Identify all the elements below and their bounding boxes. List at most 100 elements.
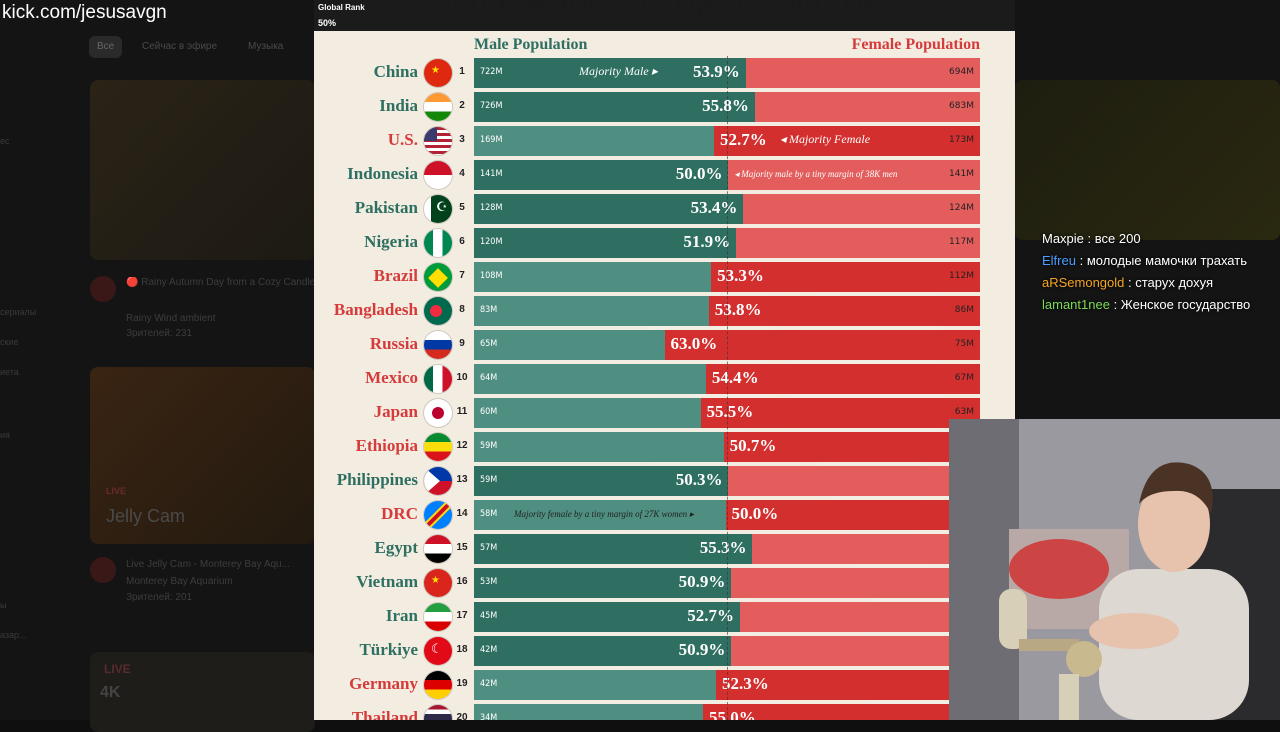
rank-number: 9	[459, 338, 465, 349]
tab-music[interactable]: Музыка	[248, 41, 284, 52]
flag-icon	[424, 705, 452, 720]
sidebar-item[interactable]: сериалы	[0, 307, 37, 317]
male-bar	[474, 228, 737, 258]
rank-number: 15	[456, 542, 468, 553]
chat-message: Elfreu : молодые мамочки трахать	[1042, 253, 1247, 268]
chat-text: молодые мамочки трахать	[1086, 253, 1247, 268]
country-name: Türkiye	[359, 640, 418, 659]
channel-avatar[interactable]	[90, 557, 116, 583]
flag-icon: ★	[424, 569, 452, 597]
rank-number: 17	[456, 610, 468, 621]
rank-number: 19	[456, 678, 468, 689]
tab-all[interactable]: Все	[89, 36, 123, 58]
chat-username[interactable]: Elfreu	[1042, 253, 1076, 268]
percent-label: 50.0%	[675, 164, 723, 183]
male-bar	[474, 466, 729, 496]
country-name: Egypt	[374, 538, 418, 557]
flag-icon	[424, 127, 452, 155]
female-bar	[711, 262, 980, 292]
chart-row: Thailand 20 34M 55.0%	[314, 704, 1015, 720]
female-bar	[739, 602, 980, 632]
sidebar-item[interactable]: ские	[0, 337, 19, 347]
female-bar	[736, 228, 980, 258]
flag-icon	[424, 263, 452, 291]
country-name: Brazil	[373, 266, 418, 285]
population-bar: 57M 55.3%	[474, 534, 980, 564]
chart-row: Pakistan ☪ 5 128M 124M 53.4%	[314, 194, 1015, 224]
chart-row: Brazil 7 108M 112M 53.3%	[314, 262, 1015, 292]
sidebar-item[interactable]: азар...	[0, 630, 27, 640]
video-thumbnail[interactable]	[90, 652, 315, 732]
male-value: 60M	[480, 407, 498, 417]
country-name: Ethiopia	[355, 436, 418, 455]
male-bar	[474, 330, 665, 360]
female-bar	[752, 534, 980, 564]
sidebar-item[interactable]: ия	[0, 430, 10, 440]
male-header: Male Population	[474, 36, 588, 53]
chart-title: in the World's Largest Countries	[433, 0, 896, 19]
video-title[interactable]: Live Jelly Cam - Monterey Bay Aqu...	[126, 559, 290, 570]
percent-label: 53.3%	[717, 266, 764, 285]
annotation-note: Majority female by a tiny margin of 27K …	[514, 509, 694, 519]
tab-live-now[interactable]: Сейчас в эфире	[142, 41, 218, 52]
video-title[interactable]: 🔴 Rainy Autumn Day from a Cozy Candlelig…	[126, 277, 316, 288]
country-name: Iran	[385, 606, 418, 625]
webcam-image	[949, 419, 1280, 720]
female-bar	[725, 500, 980, 530]
rank-number: 5	[459, 202, 465, 213]
chart-row: Vietnam ★ 16 53M 50.9%	[314, 568, 1015, 598]
female-bar	[728, 466, 980, 496]
rank-number: 14	[456, 508, 468, 519]
male-bar	[474, 262, 712, 292]
infographic: in the World's Largest Countries Global …	[314, 0, 1015, 720]
female-bar	[754, 92, 980, 122]
percent-label: 55.8%	[702, 96, 749, 115]
male-bar	[474, 92, 755, 122]
male-value: 726M	[480, 101, 503, 111]
chat-text: Женское государство	[1120, 297, 1251, 312]
flag-icon	[424, 501, 452, 529]
flag-icon	[424, 399, 452, 427]
sidebar-item[interactable]: иета	[0, 367, 19, 377]
annotation-note: ◂ Majority Female	[780, 132, 871, 146]
video-channel[interactable]: Rainy Wind ambient	[126, 313, 216, 324]
video-thumbnail[interactable]	[1015, 80, 1280, 240]
flag-icon: ★	[424, 59, 452, 87]
country-name: Vietnam	[356, 572, 418, 591]
chat-username[interactable]: aRSemongold	[1042, 275, 1125, 290]
channel-avatar[interactable]	[90, 276, 116, 302]
flag-icon	[424, 671, 452, 699]
sidebar-item[interactable]: ы	[0, 600, 7, 610]
stream-watermark: kick.com/jesusavgn	[2, 2, 167, 23]
male-bar	[474, 534, 753, 564]
midpoint-label: 50%	[314, 15, 1015, 31]
percent-label: 55.3%	[699, 538, 747, 557]
percent-label: 52.7%	[720, 130, 767, 149]
chat-message: lamant1nee : Женское государство	[1042, 297, 1251, 312]
video-thumbnail[interactable]	[90, 80, 315, 260]
rank-number: 1	[459, 66, 465, 77]
male-value: 141M	[480, 169, 503, 179]
country-name: Russia	[369, 334, 418, 353]
annotation-note: ◂ Majority male by a tiny margin of 38K …	[734, 169, 898, 179]
rank-number: 13	[456, 474, 468, 485]
chat-username[interactable]: Maxpie	[1042, 231, 1084, 246]
female-bar	[731, 568, 980, 598]
male-value: 42M	[480, 645, 498, 655]
video-channel[interactable]: Monterey Bay Aquarium	[126, 576, 233, 587]
population-bar: 34M 55.0%	[474, 704, 980, 720]
male-bar	[474, 296, 709, 326]
video-thumbnail[interactable]	[90, 367, 315, 544]
chat-username[interactable]: lamant1nee	[1042, 297, 1110, 312]
male-value: 128M	[480, 203, 503, 213]
country-name: Mexico	[365, 368, 418, 387]
chat-message: aRSemongold : старух дохуя	[1042, 275, 1214, 290]
male-value: 53M	[480, 577, 498, 587]
chart-row: Nigeria 6 120M 117M 51.9%	[314, 228, 1015, 258]
rank-number: 3	[459, 134, 465, 145]
male-value: 722M	[480, 67, 503, 77]
sidebar-item[interactable]: ес	[0, 136, 10, 146]
chart-row: Indonesia 4 141M 141M 50.0% ◂ Majority m…	[314, 160, 1015, 190]
female-value: 63M	[954, 407, 974, 417]
rank-number: 16	[456, 576, 468, 587]
